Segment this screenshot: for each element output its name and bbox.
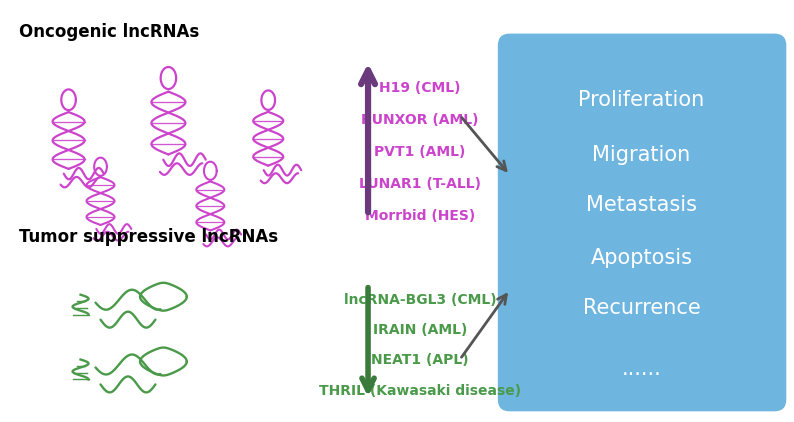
Text: Tumor suppressive lncRNAs: Tumor suppressive lncRNAs: [19, 228, 278, 246]
Text: PVT1 (AML): PVT1 (AML): [374, 145, 465, 159]
Text: Migration: Migration: [592, 145, 691, 165]
Text: H19 (CML): H19 (CML): [380, 81, 461, 95]
Text: LUNAR1 (T-ALL): LUNAR1 (T-ALL): [359, 177, 481, 191]
Text: RUNXOR (AML): RUNXOR (AML): [361, 113, 479, 127]
FancyBboxPatch shape: [498, 34, 786, 411]
Text: Apoptosis: Apoptosis: [591, 248, 692, 268]
Text: lncRNA-BGL3 (CML): lncRNA-BGL3 (CML): [344, 293, 496, 307]
Text: Morrbid (HES): Morrbid (HES): [364, 209, 475, 223]
Text: ......: ......: [622, 360, 661, 379]
Text: IRAIN (AML): IRAIN (AML): [372, 322, 467, 337]
Text: Metastasis: Metastasis: [586, 195, 697, 215]
Text: NEAT1 (APL): NEAT1 (APL): [371, 352, 468, 367]
Text: Oncogenic lncRNAs: Oncogenic lncRNAs: [19, 23, 199, 41]
Text: Proliferation: Proliferation: [579, 90, 705, 111]
Text: THRIL (Kawasaki disease): THRIL (Kawasaki disease): [319, 384, 521, 398]
Text: Recurrence: Recurrence: [583, 298, 700, 318]
